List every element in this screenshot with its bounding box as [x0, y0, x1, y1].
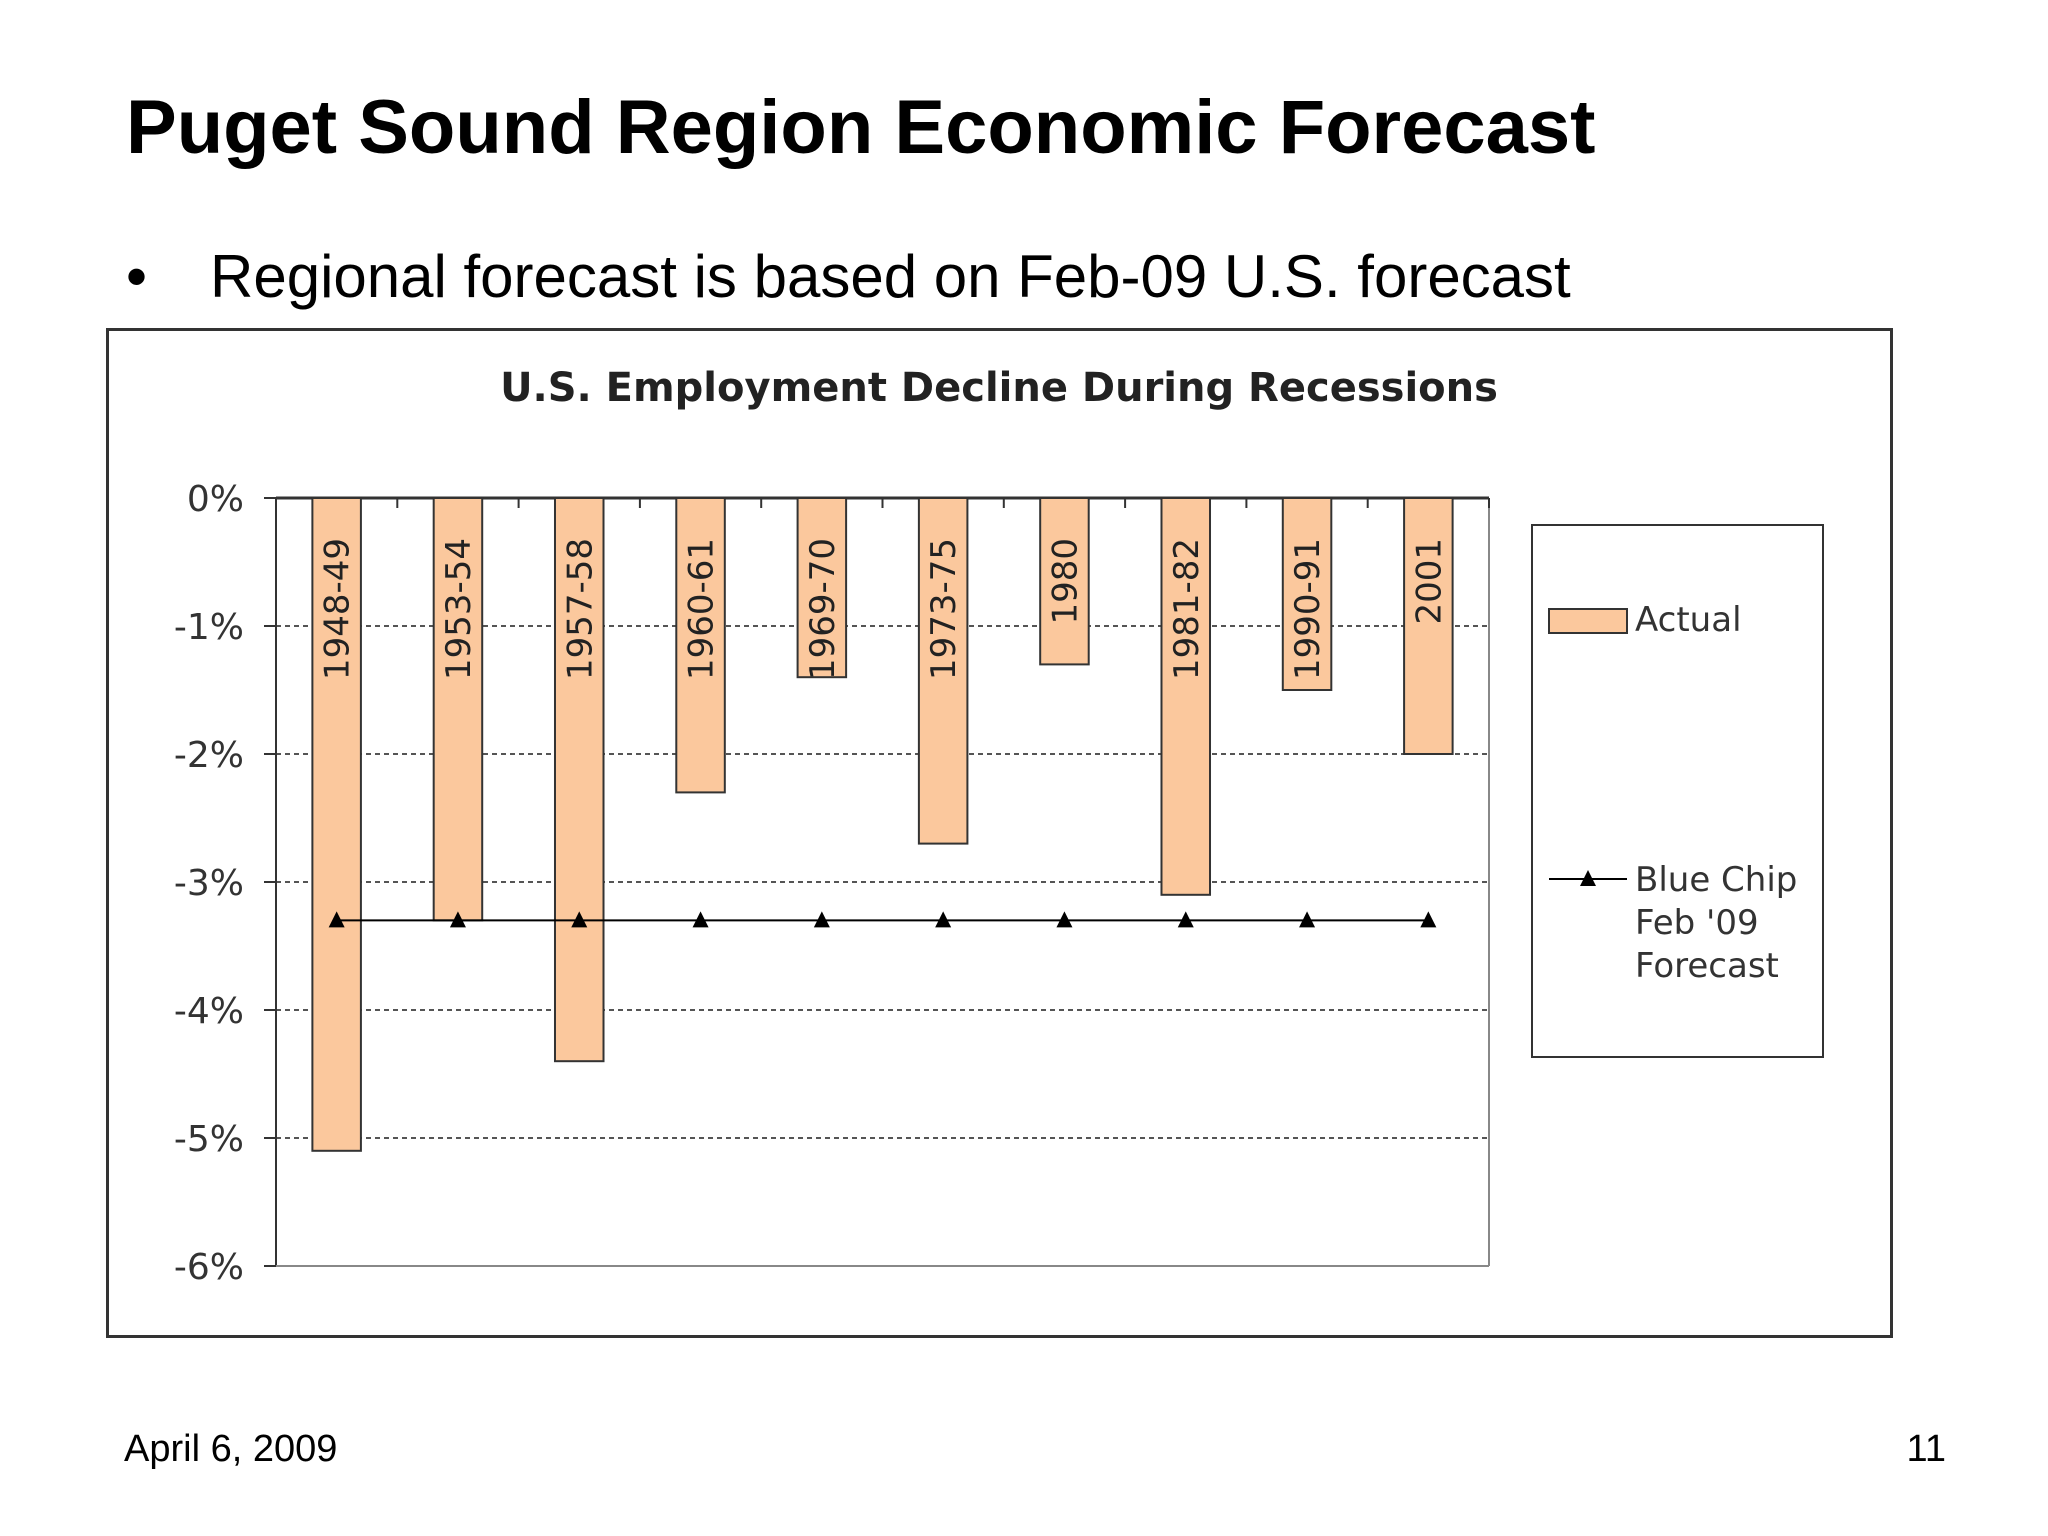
slide-title: Puget Sound Region Economic Forecast: [126, 85, 1596, 170]
bullet-symbol: •: [126, 243, 148, 310]
category-label: 1973-75: [924, 538, 964, 680]
footer-date: April 6, 2009: [124, 1428, 338, 1470]
forecast-marker: [813, 911, 830, 928]
category-label: 1980: [1045, 538, 1085, 625]
bar: [675, 497, 726, 794]
bar: [1160, 497, 1212, 896]
chart-frame: U.S. Employment Decline During Recession…: [106, 328, 1893, 1338]
legend-forecast-marker: [1580, 870, 1596, 886]
y-tick-label: -1%: [174, 607, 244, 648]
bar: [1039, 497, 1090, 666]
y-tick-label: -2%: [174, 735, 244, 776]
legend-actual-label: Actual: [1635, 600, 1742, 640]
legend-forecast-label: Forecast: [1635, 946, 1779, 986]
forecast-marker: [1299, 911, 1316, 928]
forecast-marker: [1056, 911, 1073, 928]
bar: [311, 497, 362, 1152]
legend-actual-swatch: [1548, 608, 1628, 634]
bullet-text: Regional forecast is based on Feb-09 U.S…: [210, 243, 1571, 310]
forecast-marker: [449, 911, 466, 928]
category-label: 1948-49: [318, 538, 358, 680]
forecast-marker: [571, 911, 588, 928]
y-tick-label: -4%: [174, 991, 244, 1032]
y-tick-label: 0%: [187, 479, 244, 520]
category-label: 1990-91: [1288, 538, 1328, 680]
y-tick-label: -3%: [174, 863, 244, 904]
category-label: 1957-58: [560, 538, 600, 680]
employment-decline-chart: U.S. Employment Decline During Recession…: [174, 365, 1824, 1288]
forecast-marker: [692, 911, 709, 928]
bar: [1281, 497, 1333, 691]
category-label: 1981-82: [1167, 538, 1207, 680]
category-label: 1969-70: [803, 538, 843, 680]
y-tick-label: -6%: [174, 1247, 244, 1288]
page-number: 11: [1906, 1428, 1946, 1470]
forecast-marker: [935, 911, 952, 928]
forecast-marker: [1177, 911, 1194, 928]
legend-forecast-label: Feb '09: [1635, 903, 1759, 943]
forecast-marker: [1420, 911, 1437, 928]
forecast-marker: [328, 911, 345, 928]
bar: [796, 497, 848, 679]
legend-forecast-label: Blue Chip: [1635, 860, 1797, 900]
bar: [432, 497, 484, 922]
bullet-point: • Regional forecast is based on Feb-09 U…: [126, 242, 1571, 311]
chart-title: U.S. Employment Decline During Recession…: [500, 365, 1498, 411]
bar: [917, 497, 969, 845]
bar: [1403, 497, 1454, 755]
category-label: 2001: [1409, 538, 1449, 625]
category-label: 1953-54: [439, 538, 479, 680]
bar: [553, 497, 605, 1063]
y-tick-label: -5%: [174, 1119, 244, 1160]
category-label: 1960-61: [682, 538, 722, 680]
